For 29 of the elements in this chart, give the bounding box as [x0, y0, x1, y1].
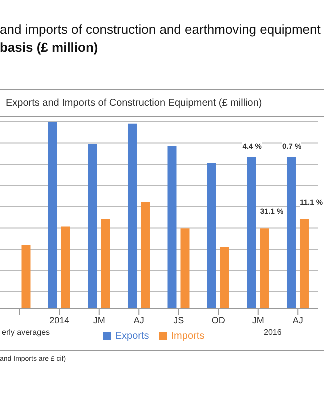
bar: [207, 163, 216, 309]
text: 2016: [264, 328, 282, 337]
chart-subtitle: basis (£ million): [0, 40, 98, 55]
chart-title: and imports of construction and earthmoving equipment: [0, 22, 321, 37]
bar: [101, 219, 110, 309]
x-tick-label: JM: [93, 315, 106, 326]
bar: [168, 146, 177, 309]
bar: [247, 158, 256, 309]
bar: [22, 245, 31, 309]
x-tick-label: OD: [212, 315, 226, 326]
bar: [260, 228, 270, 309]
legend-label: Imports: [171, 331, 205, 342]
x-tick-label: JS: [174, 315, 184, 326]
text: Exports and Imports of Construction Equipment (£ million): [0, 89, 324, 117]
bar: [286, 158, 296, 309]
x-tick-label: AJ: [292, 315, 304, 326]
x-tick-label: 2014: [50, 315, 70, 326]
bar: [128, 124, 137, 309]
bar: [180, 228, 190, 309]
bar: [300, 219, 309, 309]
bar: [48, 122, 58, 309]
x-tick-label: JM: [252, 315, 264, 326]
legend-label: Exports: [115, 331, 150, 342]
x-tick-label: AJ: [134, 315, 144, 326]
text: erly averages: [2, 328, 50, 337]
bar: [220, 247, 230, 309]
bar: [140, 202, 150, 309]
bar: [61, 226, 70, 309]
bar: [88, 144, 98, 309]
